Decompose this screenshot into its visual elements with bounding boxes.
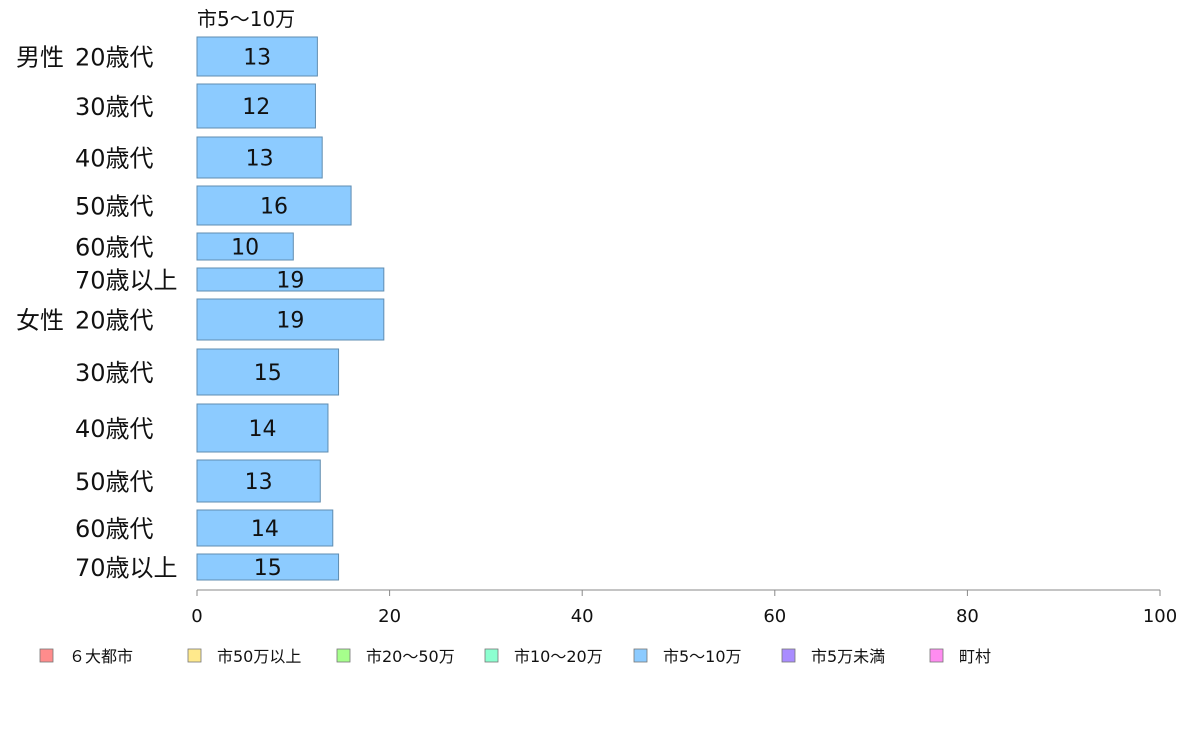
legend-label: 市5万未満: [811, 647, 885, 666]
category-label: 50歳代: [75, 468, 154, 496]
legend-label: 市50万以上: [217, 647, 301, 666]
category-label: 50歳代: [75, 193, 154, 221]
category-label: 30歳代: [75, 359, 154, 387]
legend-item: 市20〜50万: [336, 647, 455, 666]
bar-value-label: 14: [248, 417, 276, 442]
category-label: 40歳代: [75, 415, 154, 443]
x-tick-label: 20: [378, 606, 401, 627]
bar: [196, 509, 334, 547]
legend-swatch: [781, 648, 796, 663]
bar: [196, 83, 316, 129]
legend-item: 市5万未満: [781, 647, 885, 666]
x-tick-label: 60: [763, 606, 786, 627]
legend-swatch: [187, 648, 202, 663]
legend-label: 市10〜20万: [514, 647, 603, 666]
bar-value-label: 10: [231, 236, 259, 261]
group-label: 女性: [16, 307, 64, 335]
group-label: 男性: [16, 44, 64, 72]
series-title: 市5〜10万: [197, 7, 295, 31]
category-label: 60歳代: [75, 515, 154, 543]
x-tick-label: 100: [1143, 606, 1177, 627]
bar: [196, 232, 294, 261]
bar-value-label: 14: [251, 517, 279, 542]
legend-item: ６大都市: [39, 647, 133, 666]
legend: ６大都市 市50万以上 市20〜50万 市10〜20万 市5〜10万 市5万未満 町村: [39, 647, 991, 666]
legend-item: 市10〜20万: [484, 647, 603, 666]
category-label: 70歳以上: [75, 554, 178, 582]
legend-swatch: [336, 648, 351, 663]
category-label: 70歳以上: [75, 267, 178, 295]
category-label: 60歳代: [75, 234, 154, 262]
bar: [196, 267, 385, 292]
legend-swatch: [633, 648, 648, 663]
bar-value-label: 19: [276, 309, 304, 334]
legend-item: 市50万以上: [187, 647, 301, 666]
bar-value-label: 16: [260, 195, 288, 220]
bar: [196, 185, 352, 226]
category-label: 20歳代: [75, 44, 154, 72]
legend-swatch: [929, 648, 944, 663]
legend-label: 市5〜10万: [663, 647, 742, 666]
bar-value-label: 15: [254, 556, 282, 581]
legend-item: 市5〜10万: [633, 647, 742, 666]
x-axis: 0 20 40 60 80 100: [191, 589, 1177, 627]
bar: [196, 136, 323, 179]
legend-item: 町村: [929, 647, 991, 666]
bar-value-label: 13: [246, 147, 274, 172]
legend-label: 市20〜50万: [366, 647, 455, 666]
bar-value-label: 15: [254, 361, 282, 386]
legend-label: 町村: [959, 647, 991, 666]
bar-value-label: 12: [242, 95, 270, 120]
bar: [196, 36, 318, 77]
bar: [196, 348, 340, 396]
legend-label: ６大都市: [69, 647, 133, 666]
x-tick-label: 40: [571, 606, 594, 627]
category-label: 30歳代: [75, 93, 154, 121]
category-label: 40歳代: [75, 145, 154, 173]
bar: [196, 553, 340, 581]
x-tick-label: 0: [191, 606, 202, 627]
x-tick-label: 80: [956, 606, 979, 627]
bar-value-label: 13: [243, 46, 271, 71]
bar-value-label: 13: [245, 470, 273, 495]
bar: [196, 459, 321, 503]
legend-swatch: [39, 648, 54, 663]
bar: [196, 403, 329, 453]
bar-value-label: 19: [276, 269, 304, 294]
bar: [196, 298, 385, 341]
category-label: 20歳代: [75, 307, 154, 335]
category-labels: 20歳代 30歳代 40歳代 50歳代 60歳代 70歳以上 20歳代 30歳代 40歳代 50歳…: [16, 44, 178, 583]
legend-swatch: [484, 648, 499, 663]
